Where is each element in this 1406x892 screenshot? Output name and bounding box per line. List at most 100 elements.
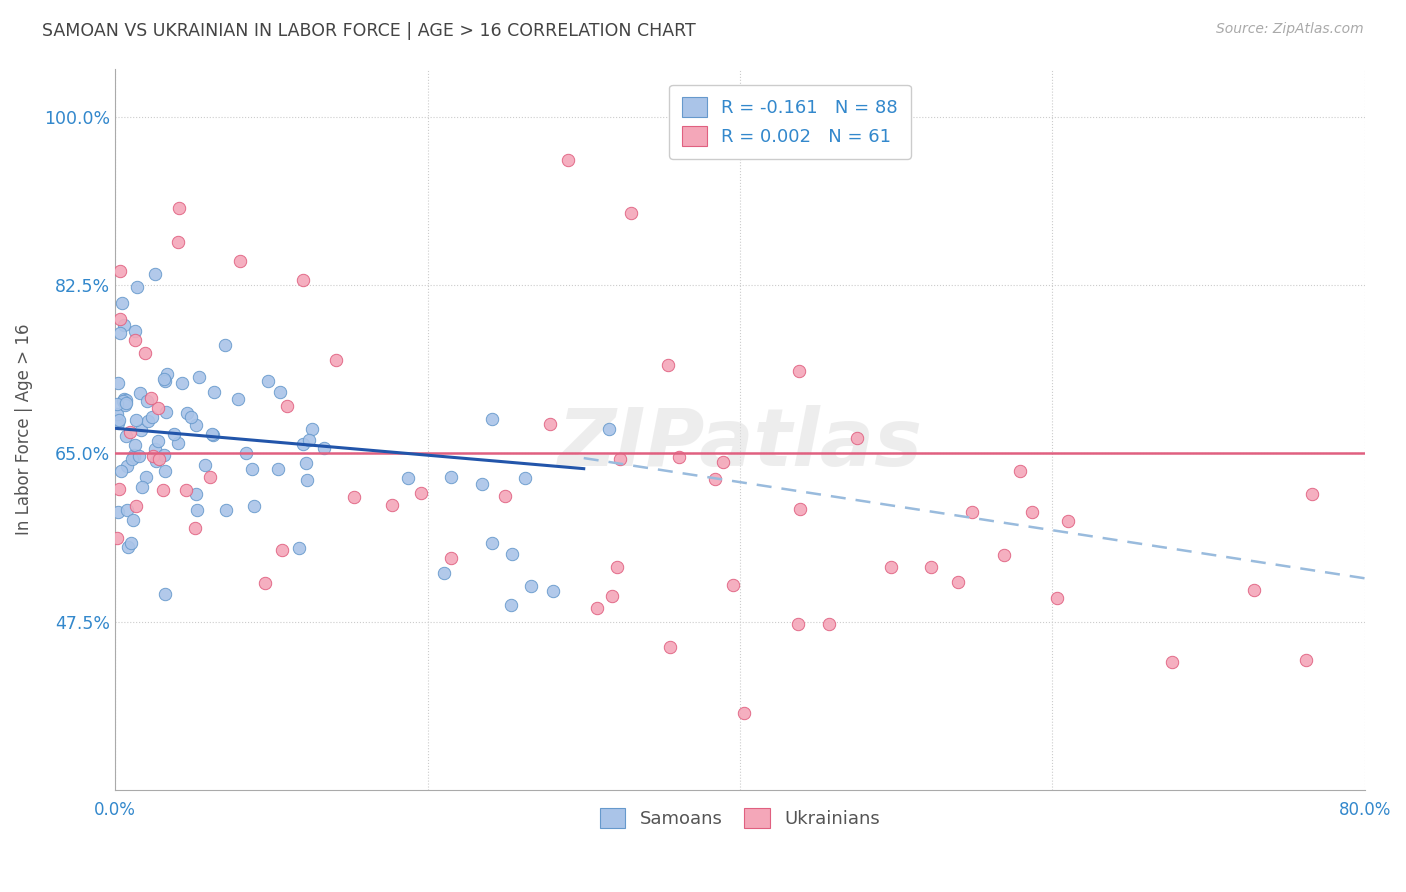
Point <box>135 470 157 484</box>
Point <box>188 370 211 384</box>
Point <box>184 487 207 501</box>
Point <box>172 376 194 390</box>
Point <box>112 392 135 406</box>
Point <box>440 551 463 566</box>
Point <box>184 521 207 535</box>
Point <box>153 448 176 462</box>
Point <box>789 501 811 516</box>
Point <box>657 358 679 372</box>
Point <box>409 485 432 500</box>
Point <box>115 503 138 517</box>
Point <box>108 326 131 340</box>
Point <box>128 450 150 464</box>
Point <box>155 405 177 419</box>
Point <box>1295 653 1317 667</box>
Point <box>105 531 128 545</box>
Point <box>141 391 163 405</box>
Point <box>721 578 744 592</box>
Point <box>129 423 152 437</box>
Point <box>124 413 146 427</box>
Point <box>291 437 314 451</box>
Point <box>288 541 311 555</box>
Point <box>153 464 176 478</box>
Point <box>176 405 198 419</box>
Point <box>481 412 503 426</box>
Point <box>169 201 191 215</box>
Point <box>471 477 494 491</box>
Point <box>396 471 419 485</box>
Point <box>180 410 202 425</box>
Point <box>115 396 138 410</box>
Point <box>124 325 146 339</box>
Point <box>879 559 901 574</box>
Text: Source: ZipAtlas.com: Source: ZipAtlas.com <box>1216 22 1364 37</box>
Point <box>142 449 165 463</box>
Legend: Samoans, Ukrainians: Samoans, Ukrainians <box>593 801 887 835</box>
Point <box>155 587 177 601</box>
Point <box>295 473 318 487</box>
Point <box>214 338 236 352</box>
Point <box>107 416 129 430</box>
Point <box>226 392 249 406</box>
Point <box>198 469 221 483</box>
Point <box>920 559 942 574</box>
Point <box>143 442 166 456</box>
Point <box>301 422 323 436</box>
Point <box>215 503 238 517</box>
Point <box>314 442 336 456</box>
Point <box>541 584 564 599</box>
Point <box>194 458 217 473</box>
Point <box>124 333 146 347</box>
Point <box>668 450 690 464</box>
Point <box>1021 505 1043 519</box>
Point <box>167 436 190 450</box>
Point <box>114 399 136 413</box>
Point <box>515 471 537 485</box>
Point <box>240 462 263 476</box>
Point <box>121 536 143 550</box>
Point <box>501 547 523 561</box>
Point <box>141 409 163 424</box>
Point <box>598 422 620 436</box>
Point <box>538 417 561 431</box>
Point <box>129 385 152 400</box>
Point <box>787 364 810 378</box>
Point <box>143 267 166 281</box>
Point <box>148 401 170 415</box>
Point <box>174 483 197 497</box>
Point <box>711 455 734 469</box>
Point <box>135 394 157 409</box>
Point <box>585 600 607 615</box>
Point <box>184 418 207 433</box>
Point <box>108 312 131 326</box>
Point <box>107 505 129 519</box>
Point <box>960 505 983 519</box>
Point <box>166 235 188 249</box>
Point <box>271 543 294 558</box>
Point <box>440 470 463 484</box>
Point <box>148 434 170 448</box>
Point <box>117 540 139 554</box>
Point <box>163 427 186 442</box>
Point <box>609 451 631 466</box>
Point <box>117 459 139 474</box>
Point <box>600 590 623 604</box>
Y-axis label: In Labor Force | Age > 16: In Labor Force | Age > 16 <box>15 324 32 535</box>
Point <box>152 483 174 498</box>
Point <box>520 579 543 593</box>
Point <box>201 428 224 442</box>
Point <box>846 431 869 445</box>
Point <box>298 433 321 447</box>
Point <box>295 456 318 470</box>
Point <box>659 640 682 654</box>
Point <box>269 385 291 400</box>
Point <box>134 346 156 360</box>
Text: 0.0%: 0.0% <box>94 801 136 820</box>
Point <box>107 413 129 427</box>
Point <box>105 408 128 422</box>
Point <box>124 438 146 452</box>
Point <box>606 560 628 574</box>
Point <box>122 448 145 462</box>
Point <box>122 513 145 527</box>
Point <box>108 264 131 278</box>
